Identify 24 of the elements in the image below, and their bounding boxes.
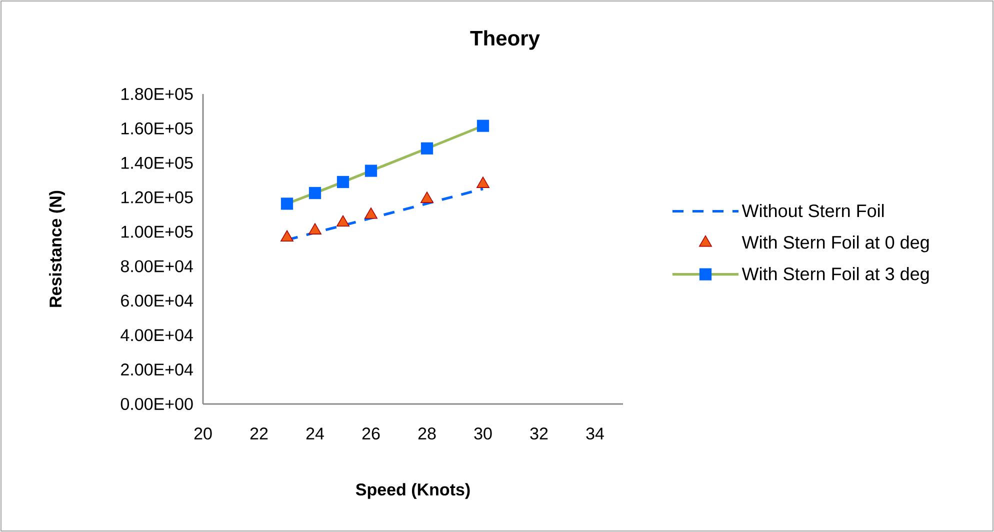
y-tick-label: 1.40E+05 [122, 156, 193, 169]
x-axis-title: Speed (Knots) [356, 483, 470, 499]
x-tick-label: 24 [306, 428, 324, 440]
chart-title: Theory [470, 30, 540, 50]
y-tick-label: 1.60E+05 [122, 122, 193, 134]
y-tick-label: 1.20E+05 [122, 191, 193, 204]
x-tick-label: 28 [418, 428, 436, 440]
x-tick-label: 26 [362, 428, 380, 440]
x-tick-label: 32 [530, 428, 548, 440]
x-tick-label: 34 [586, 428, 604, 440]
y-axis-title: Resistance (N) [49, 190, 65, 307]
y-tick-label: 2.00E+04 [121, 364, 193, 376]
y-tick-label: 1.00E+05 [122, 226, 193, 238]
y-tick-label: 1.80E+05 [122, 88, 193, 100]
x-tick-label: 22 [250, 428, 268, 440]
x-tick-label: 30 [474, 428, 492, 440]
y-tick-label: 4.00E+04 [120, 329, 193, 342]
y-tick-label: 6.00E+04 [121, 294, 193, 307]
legend-label: With Stern Foil at 3 deg [742, 267, 929, 284]
y-tick-label: 8.00E+04 [120, 260, 193, 272]
legend-label: With Stern Foil at 0 deg [742, 236, 929, 252]
y-tick-label: 0.00E+00 [120, 398, 193, 410]
x-tick-label: 20 [194, 428, 212, 440]
legend-label: Without Stern Foil [742, 204, 884, 218]
